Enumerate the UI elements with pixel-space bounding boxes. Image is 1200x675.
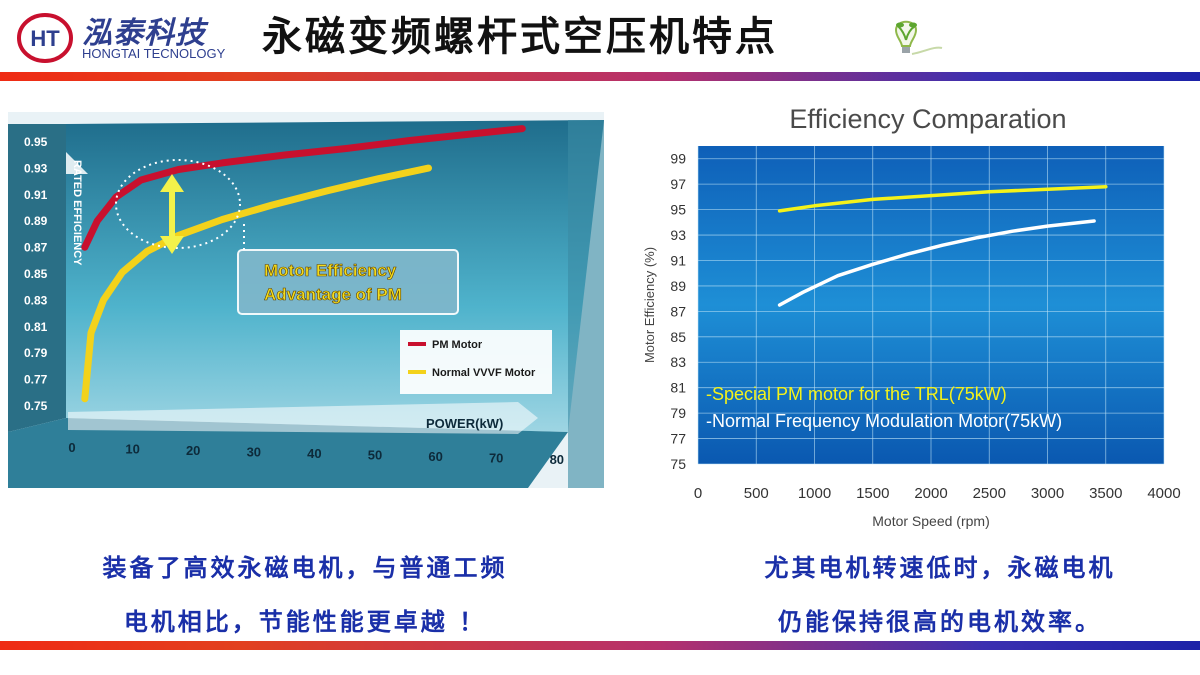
- caption-left-line-1: 装备了高效永磁电机，与普通工频: [102, 554, 508, 582]
- top-color-stripe: [0, 72, 1200, 81]
- series-line-1: [81, 125, 526, 251]
- y-tick-label: 0.95: [24, 135, 48, 149]
- y-tick-label: 89: [670, 278, 686, 294]
- x-tick-label: 20: [186, 443, 200, 458]
- chart-right-pillar: [568, 120, 604, 488]
- header: HT 泓泰科技 HONGTAI TECNOLOGY 永磁变频螺杆式空压机特点: [0, 0, 1200, 72]
- y-tick-label: 83: [670, 354, 686, 370]
- difference-arrow-down: [160, 236, 184, 254]
- y-tick-label: 95: [670, 202, 686, 218]
- lightbulb-icon: [894, 20, 943, 55]
- caption-left-line-2: 电机相比，节能性能更卓越 ！: [123, 608, 487, 636]
- y-tick-label: 91: [670, 252, 686, 268]
- legend-entry-1: -Special PM motor for the TRL(75kW): [706, 384, 1007, 404]
- chart-left-wall: [8, 124, 66, 432]
- y-tick-label: 99: [670, 151, 686, 167]
- chart-floor: [8, 418, 568, 488]
- series-line-2: [81, 164, 432, 403]
- y-tick-label: 87: [670, 303, 686, 319]
- y-tick-label: 75: [670, 456, 686, 472]
- y-tick-label: 79: [670, 405, 686, 421]
- y-tick-label: 93: [670, 227, 686, 243]
- y-tick-label: 0.85: [24, 267, 48, 281]
- x-axis-label: Motor Speed (rpm): [872, 513, 989, 529]
- x-tick-label: 10: [125, 442, 139, 457]
- series-line-2: [777, 219, 1096, 307]
- legend-box: [400, 330, 552, 394]
- y-tick-label: 0.89: [24, 214, 48, 228]
- y-tick-label: 0.83: [24, 293, 48, 307]
- series-line-1: [777, 184, 1108, 213]
- right-efficiency-chart: Efficiency Comparation 75 77 79 81 83 85 87 89 91…: [642, 104, 1181, 529]
- y-tick-label: 81: [670, 380, 686, 396]
- difference-arrow-up: [160, 174, 184, 192]
- bottom-color-stripe: [0, 641, 1200, 650]
- y-tick-label: 0.79: [24, 346, 48, 360]
- x-tick-label: 60: [428, 449, 442, 464]
- left-efficiency-chart: 0.95 0.93 0.91 0.89 0.87 0.85 0.83 0.81 0.79 0.77…: [8, 112, 604, 488]
- y-axis-arrow: [66, 152, 88, 174]
- logo-english-name: HONGTAI TECNOLOGY: [82, 46, 226, 61]
- page-title: 永磁变频螺杆式空压机特点: [262, 13, 778, 60]
- legend-entry-2: -Normal Frequency Modulation Motor(75kW): [706, 411, 1062, 431]
- x-tick-label: 0: [694, 485, 702, 502]
- x-axis-label: POWER(kW): [426, 416, 503, 431]
- x-tick-label: 3500: [1089, 485, 1122, 502]
- y-tick-label: 77: [670, 431, 686, 447]
- logo-chinese-name: 泓泰科技: [82, 16, 206, 51]
- caption-right-line-2: 仍能保持很高的电机效率。: [778, 608, 1102, 636]
- y-tick-label: 0.75: [24, 399, 48, 413]
- legend-label-1: PM Motor: [432, 339, 483, 351]
- y-axis-label: RATED EFFICIENCY: [71, 160, 83, 266]
- x-tick-label: 2000: [914, 485, 947, 502]
- logo-mark-text: HT: [30, 26, 60, 51]
- x-tick-label: 2500: [973, 485, 1006, 502]
- x-tick-label: 3000: [1031, 485, 1064, 502]
- x-tick-label: 500: [744, 485, 769, 502]
- logo-mark-icon: HT: [17, 13, 73, 63]
- y-tick-label: 0.87: [24, 241, 48, 255]
- x-tick-label: 4000: [1147, 485, 1180, 502]
- annotation-line-1: Motor Efficiency: [264, 261, 397, 280]
- x-tick-label: 40: [307, 446, 321, 461]
- y-tick-label: 0.81: [24, 320, 48, 334]
- x-tick-label: 0: [68, 440, 75, 455]
- y-tick-label: 0.77: [24, 373, 48, 387]
- y-tick-label: 85: [670, 329, 686, 345]
- y-tick-label: 0.93: [24, 161, 48, 175]
- y-tick-label: 0.91: [24, 188, 48, 202]
- x-tick-label: 70: [489, 451, 503, 466]
- chart-title: Efficiency Comparation: [789, 104, 1066, 134]
- x-tick-label: 30: [247, 445, 261, 460]
- y-axis-label: Motor Efficiency (%): [642, 247, 657, 363]
- annotation-line-2: Advantage of PM: [264, 285, 402, 304]
- x-axis-arrow: [68, 402, 538, 434]
- y-tick-label: 97: [670, 176, 686, 192]
- x-tick-label: 80: [550, 452, 564, 467]
- annotation-box: [237, 249, 459, 315]
- x-tick-label: 1000: [798, 485, 831, 502]
- x-tick-label: 50: [368, 448, 382, 463]
- highlight-circle: [115, 159, 241, 249]
- caption-right-line-1: 尤其电机转速低时，永磁电机: [764, 554, 1116, 582]
- x-tick-label: 1500: [856, 485, 889, 502]
- legend-label-2: Normal VVVF Motor: [432, 367, 536, 379]
